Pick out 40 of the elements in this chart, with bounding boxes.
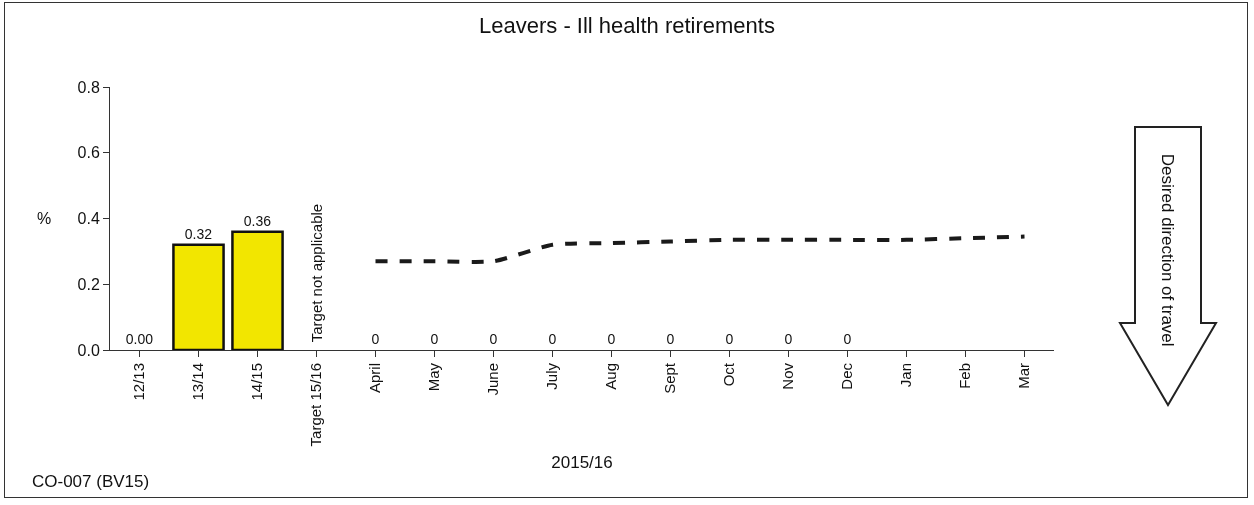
text: CO-007 (BV15) <box>32 472 150 491</box>
y-tick-label: 0.0 <box>77 341 100 359</box>
x-tick-label: Mar <box>1015 363 1033 389</box>
x-tick-label: Sept <box>661 362 679 394</box>
x-tick-label: Aug <box>602 363 620 390</box>
data-label: 0 <box>548 331 557 347</box>
x-tick-label: 13/14 <box>189 363 207 401</box>
data-label: 0.36 <box>243 212 272 229</box>
data-label: 0 <box>371 331 380 347</box>
x-tick-label: Feb <box>956 363 974 389</box>
x-tick-label: Oct <box>720 362 738 387</box>
line-series <box>373 234 1027 264</box>
x-tick-label: Target 15/16 <box>307 363 325 447</box>
x-tick-label: Jan <box>897 363 915 388</box>
data-label: 0.32 <box>184 225 213 242</box>
x-tick-label: June <box>484 363 502 396</box>
text: Desired direction of travel <box>1158 153 1178 347</box>
data-label: 0 <box>725 331 734 347</box>
y-tick-label: 0.2 <box>77 275 100 293</box>
x-tick-label: July <box>543 362 561 390</box>
data-label: 0 <box>843 331 852 347</box>
data-label: 0 <box>784 331 793 347</box>
x-tick-label: May <box>425 362 443 392</box>
x-tick-label: Nov <box>779 362 797 390</box>
data-label: 0.00 <box>125 331 154 347</box>
x-tick-label: April <box>366 363 384 394</box>
y-tick-label: 0.4 <box>77 210 100 228</box>
x-tick-label: Dec <box>838 362 856 390</box>
data-label: 0 <box>666 331 675 347</box>
chart-title: Leavers - Ill health retirements <box>479 12 775 38</box>
data-label: 0 <box>489 331 498 347</box>
y-tick-label: 0.6 <box>77 144 100 162</box>
x-tick-label: 14/15 <box>248 363 266 401</box>
y-tick-label: 0.8 <box>77 78 100 96</box>
data-label: 0 <box>607 331 616 347</box>
y-axis-title: % <box>37 210 52 227</box>
x-tick-label: 12/13 <box>130 363 148 401</box>
annotation: Target not applicable <box>307 203 325 343</box>
data-label: 0 <box>430 331 439 347</box>
x-axis-title: 2015/16 <box>551 452 613 472</box>
